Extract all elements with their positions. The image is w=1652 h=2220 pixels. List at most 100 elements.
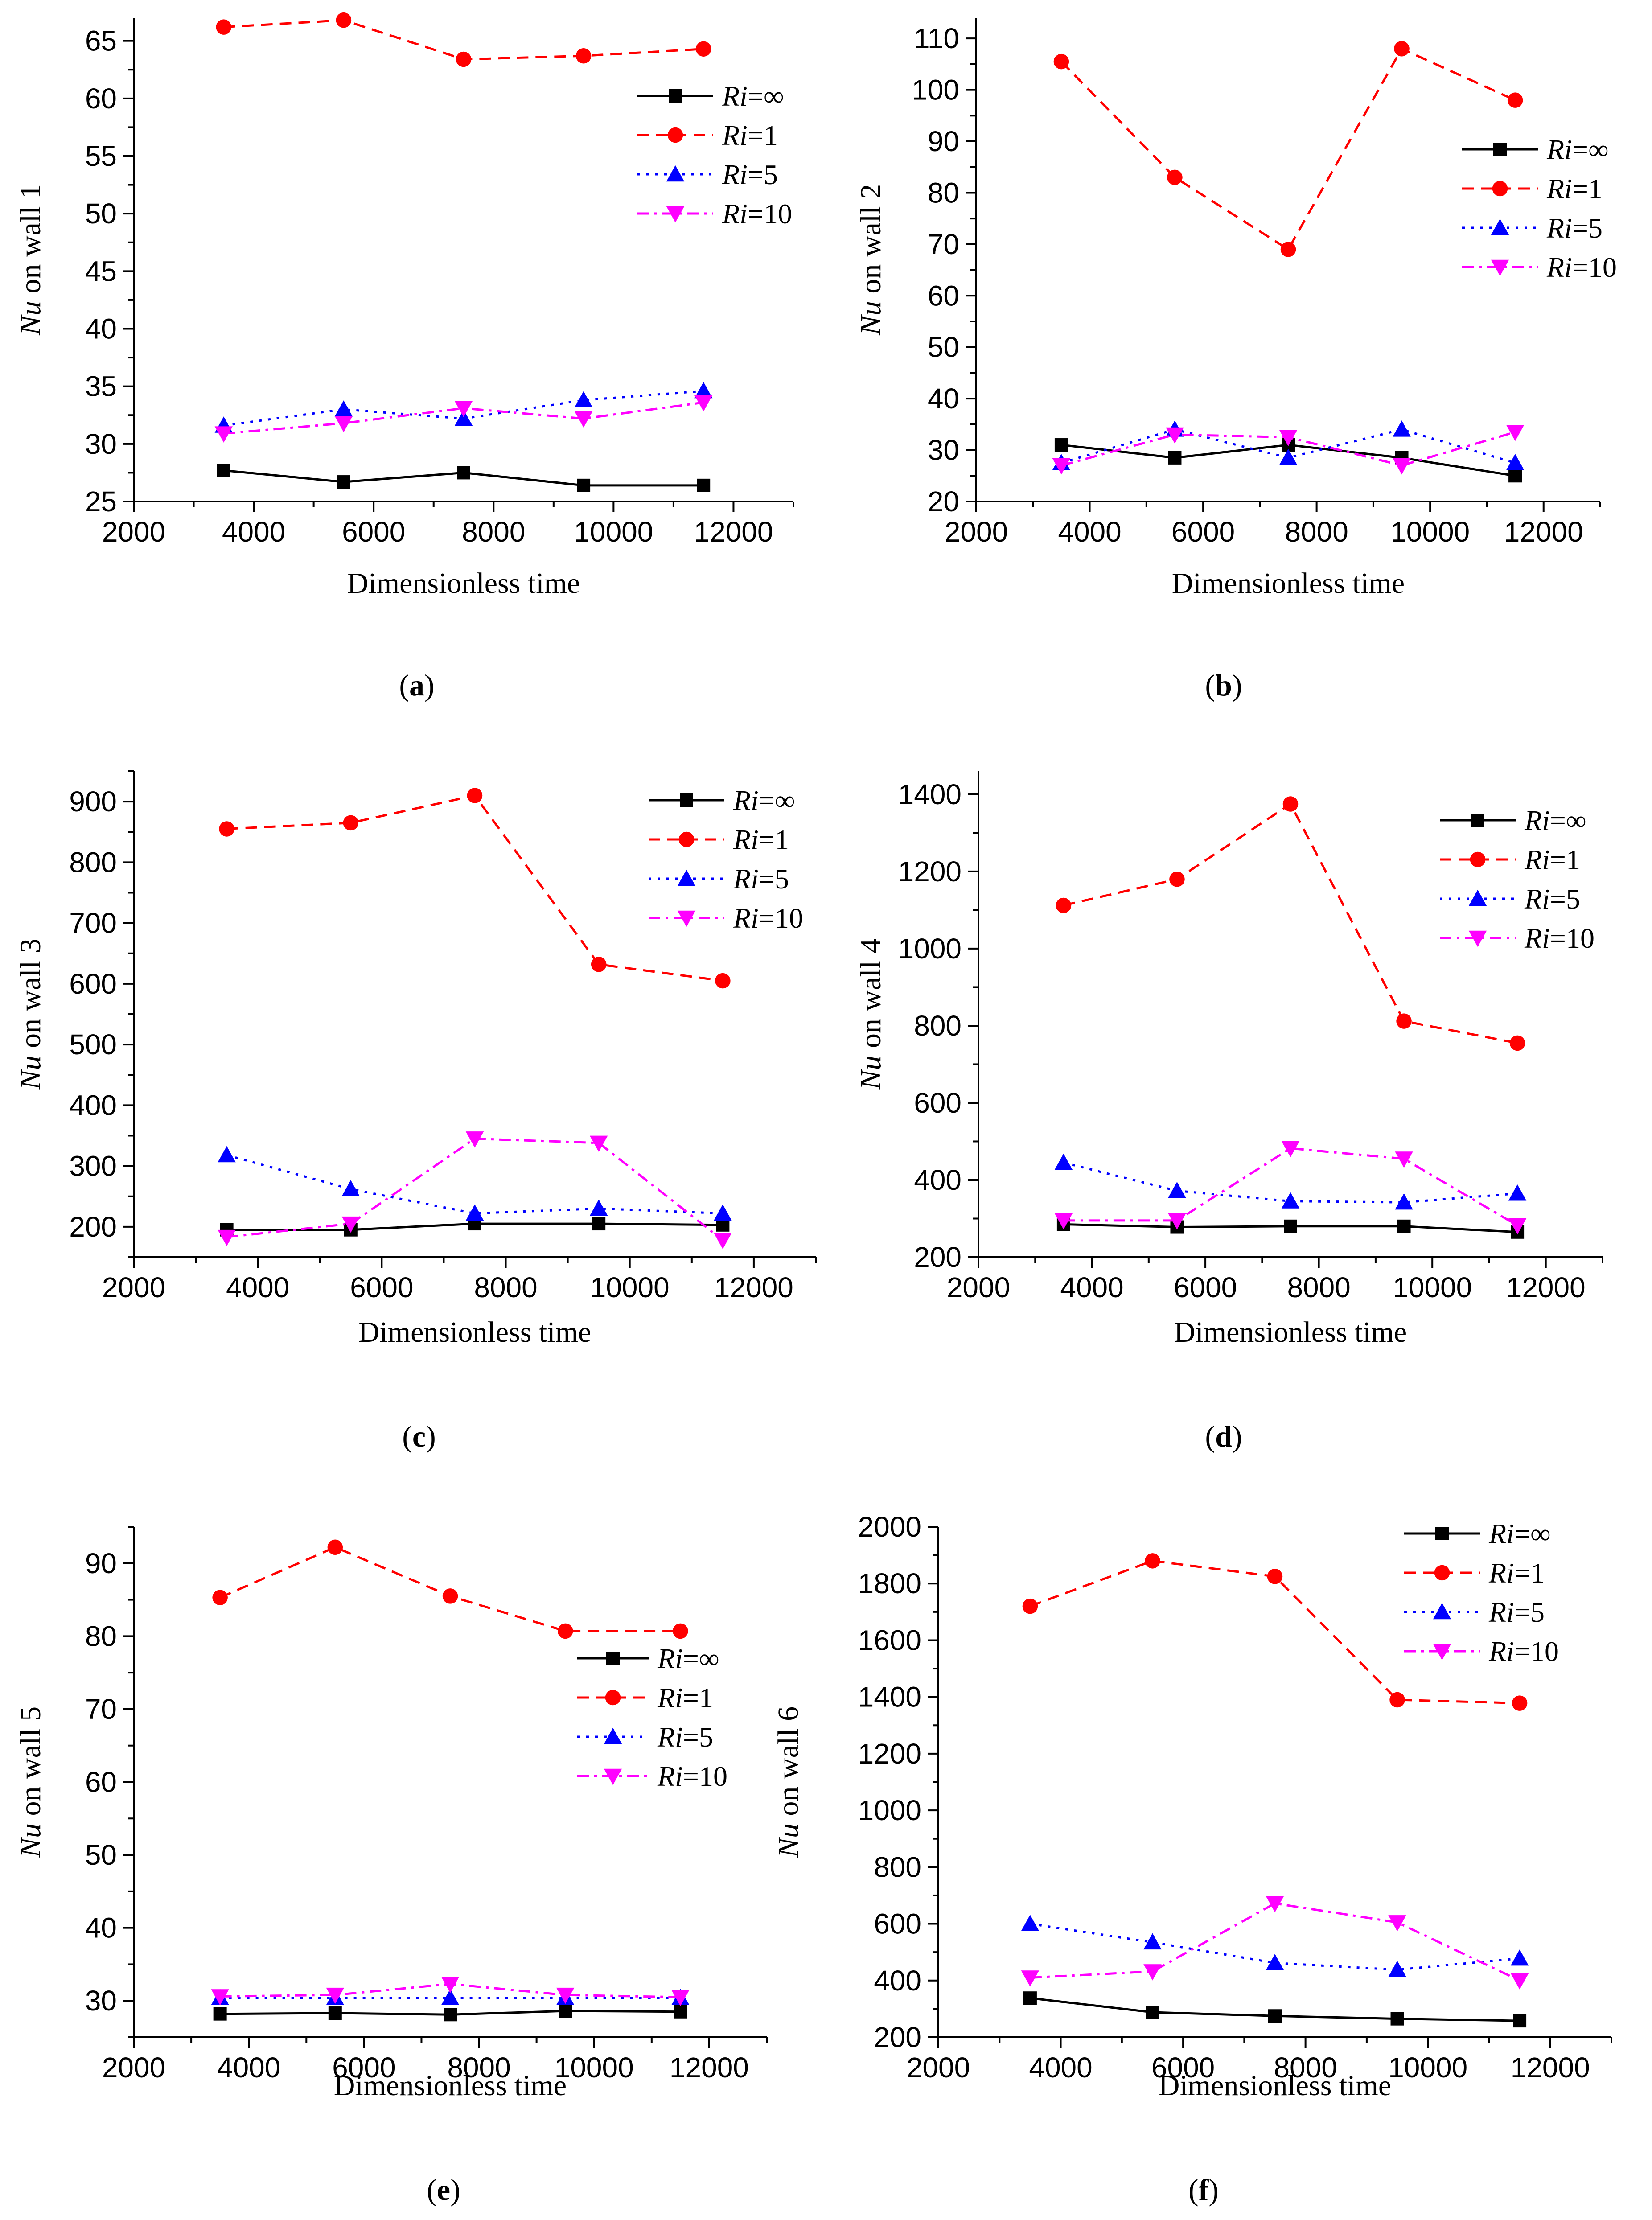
data-point — [1282, 796, 1299, 812]
data-point — [694, 382, 713, 399]
y-axis-title-text: on wall 4 — [855, 938, 887, 1055]
data-point — [1267, 1569, 1283, 1584]
y-axis-title-text: on wall 3 — [14, 938, 47, 1055]
legend-label: Ri=1 — [733, 824, 789, 855]
y-tick-label: 1400 — [898, 778, 962, 810]
data-point — [1021, 1970, 1040, 1987]
data-point — [465, 1204, 484, 1221]
data-point — [1266, 1954, 1284, 1970]
data-point — [715, 973, 731, 989]
legend-label: Ri=1 — [1488, 1557, 1545, 1589]
data-point — [212, 1590, 228, 1605]
legend-marker — [680, 793, 693, 807]
data-point — [1279, 430, 1298, 446]
data-point — [1390, 2012, 1404, 2026]
data-point — [343, 815, 359, 831]
y-tick-label: 600 — [69, 968, 117, 1000]
legend-label: Ri=5 — [1546, 212, 1603, 244]
x-tick-label: 2000 — [947, 1271, 1010, 1303]
data-point — [674, 2005, 687, 2019]
y-tick-label: 60 — [85, 82, 117, 115]
legend-marker — [666, 165, 685, 182]
data-point — [1054, 438, 1068, 452]
legend-marker — [1434, 1565, 1450, 1581]
x-tick-label: 4000 — [1029, 2051, 1092, 2084]
chart-panel-c: 2000 4000 6000 8000 10000 12000 200 300 400 500 60… — [14, 770, 817, 1453]
data-point — [714, 1204, 732, 1221]
data-point — [1510, 1973, 1529, 1990]
legend-marker — [1492, 181, 1508, 197]
data-point — [467, 788, 483, 803]
y-tick-label: 800 — [69, 846, 117, 878]
data-point — [1395, 1151, 1413, 1168]
series-line — [1063, 802, 1518, 1044]
data-point — [673, 1623, 688, 1639]
y-tick-label: 65 — [85, 25, 117, 57]
data-point — [556, 1987, 575, 2004]
data-point — [441, 1989, 460, 2005]
x-tick-label: 2000 — [907, 2051, 970, 2084]
y-tick-label: 50 — [85, 1839, 117, 1871]
x-tick-label: 8000 — [474, 1271, 537, 1303]
legend-marker — [604, 1768, 622, 1785]
x-axis-title: Dimensionless time — [334, 2069, 567, 2102]
chart-panel-d: 2000 4000 6000 8000 10000 12000 200 400 600 800 10… — [855, 771, 1603, 1453]
legend-marker — [606, 1652, 620, 1665]
data-point — [592, 1217, 606, 1231]
legend-label: Ri=∞ — [1546, 134, 1609, 165]
panel-caption: (a) — [399, 668, 434, 702]
data-point — [1394, 41, 1410, 57]
data-point — [694, 395, 713, 412]
data-point — [1168, 451, 1182, 465]
x-tick-label: 2000 — [102, 1271, 165, 1303]
y-axis-title: Nu on wall 3 — [14, 938, 47, 1090]
data-point — [211, 1989, 229, 2006]
legend-label: Ri=10 — [722, 198, 792, 230]
y-axis-title-symbol: Nu — [14, 1823, 47, 1858]
y-tick-label: 20 — [928, 485, 959, 518]
x-tick-label: 8000 — [1285, 516, 1348, 548]
legend-label: Ri=5 — [1488, 1596, 1545, 1628]
y-tick-label: 60 — [85, 1766, 117, 1798]
data-point — [1053, 53, 1069, 70]
x-tick-label: 8000 — [462, 516, 525, 548]
x-tick-label: 4000 — [226, 1271, 289, 1303]
data-point — [442, 1588, 458, 1604]
y-tick-label: 30 — [928, 434, 959, 466]
data-point — [1169, 871, 1185, 887]
panel-caption: (d) — [1205, 1419, 1242, 1453]
series-line — [1030, 1923, 1520, 1971]
data-point — [1388, 1961, 1406, 1977]
y-tick-label: 90 — [85, 1547, 117, 1579]
data-point — [1397, 1219, 1411, 1233]
data-point — [1506, 424, 1525, 441]
y-axis-title-symbol: Nu — [772, 1823, 805, 1858]
panel-caption: (f) — [1188, 2173, 1219, 2207]
x-tick-label: 8000 — [1287, 1271, 1350, 1303]
data-point — [574, 411, 593, 428]
legend-label: Ri=1 — [722, 119, 778, 151]
y-tick-label: 700 — [69, 907, 117, 939]
legend-label: Ri=10 — [1524, 922, 1594, 954]
data-point — [454, 401, 473, 417]
data-point — [336, 12, 352, 28]
x-tick-label: 6000 — [350, 1271, 413, 1303]
x-tick-label: 4000 — [222, 516, 285, 548]
legend-marker — [1471, 814, 1484, 827]
legend-label: Ri=10 — [733, 902, 803, 934]
data-point — [327, 1539, 343, 1555]
data-point — [575, 48, 592, 64]
data-point — [589, 1135, 608, 1152]
y-tick-label: 25 — [85, 485, 117, 518]
x-tick-label: 6000 — [1151, 2051, 1215, 2084]
legend-label: Ri=10 — [657, 1760, 727, 1792]
y-tick-label: 1000 — [898, 933, 962, 965]
series-line — [1030, 1902, 1520, 1982]
data-point — [457, 466, 470, 480]
y-tick-label: 40 — [85, 1912, 117, 1944]
panel-caption: (c) — [402, 1419, 436, 1453]
data-point — [1508, 469, 1522, 483]
data-point — [1513, 2014, 1527, 2028]
y-axis-title-symbol: Nu — [855, 1056, 887, 1090]
data-point — [328, 2006, 342, 2020]
